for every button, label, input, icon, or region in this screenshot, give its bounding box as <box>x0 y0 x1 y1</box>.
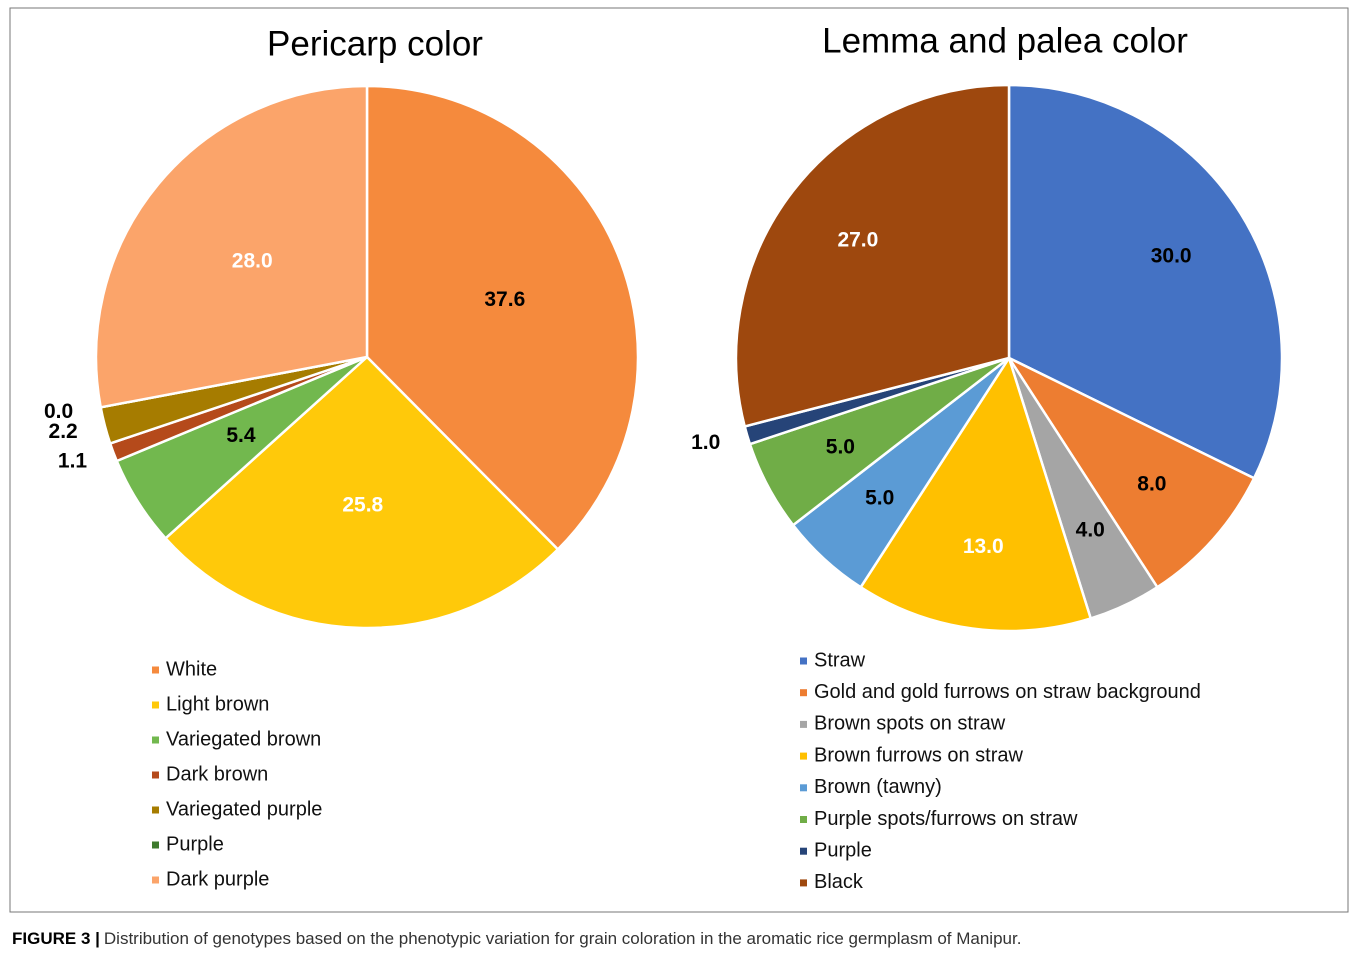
legend-label: Gold and gold furrows on straw backgroun… <box>814 681 1201 703</box>
legend-swatch <box>152 736 159 744</box>
legend-swatch <box>152 806 159 814</box>
value-label: 30.0 <box>1151 244 1192 267</box>
legend-label: Purple <box>814 839 872 861</box>
legend-swatch <box>800 879 807 887</box>
value-label: 27.0 <box>837 229 878 252</box>
caption-label: FIGURE 3 | <box>12 929 100 948</box>
legend-swatch <box>800 657 807 665</box>
value-label: 13.0 <box>963 535 1004 558</box>
pie-slice <box>858 355 1093 633</box>
value-label: 0.0 <box>44 400 73 423</box>
pie-slice <box>734 83 1011 428</box>
value-label: 4.0 <box>1076 519 1105 542</box>
legend-swatch <box>800 689 807 697</box>
legend-label: Dark brown <box>166 763 268 785</box>
legend-label: Variegated brown <box>166 728 321 750</box>
legend-label: White <box>166 658 217 680</box>
value-label: 28.0 <box>232 249 273 272</box>
legend-swatch <box>800 752 807 760</box>
legend-swatch <box>152 701 159 709</box>
caption: FIGURE 3 | Distribution of genotypes base… <box>12 929 1021 948</box>
chart-title: Lemma and palea color <box>822 21 1188 60</box>
pie-slice <box>365 84 640 552</box>
legend-swatch <box>800 847 807 855</box>
legend-label: Straw <box>814 649 866 671</box>
value-label: 5.0 <box>865 486 894 509</box>
legend-label: Purple <box>166 833 224 855</box>
legend-label: Variegated purple <box>166 798 322 820</box>
value-label: 37.6 <box>484 288 525 311</box>
legend-swatch <box>800 720 807 728</box>
caption-text: Distribution of genotypes based on the p… <box>104 929 1022 948</box>
legend-label: Purple spots/furrows on straw <box>814 808 1078 830</box>
legend-label: Light brown <box>166 693 269 715</box>
legend-label: Brown spots on straw <box>814 713 1006 735</box>
legend-swatch <box>152 876 159 884</box>
legend-swatch <box>152 771 159 779</box>
pie-slice <box>1005 354 1256 589</box>
chart-title: Pericarp color <box>267 24 483 63</box>
legend-swatch <box>800 784 807 792</box>
value-label: 2.2 <box>49 420 78 443</box>
value-label: 5.4 <box>226 424 256 447</box>
legend-label: Dark purple <box>166 868 269 890</box>
value-label: 8.0 <box>1137 472 1166 495</box>
value-label: 25.8 <box>342 494 383 517</box>
legend-swatch <box>152 841 159 849</box>
value-label: 1.1 <box>58 450 88 473</box>
legend-label: Brown furrows on straw <box>814 744 1024 766</box>
pie-slice <box>94 84 369 409</box>
legend-label: Brown (tawny) <box>814 776 942 798</box>
pie-slice <box>1007 83 1284 480</box>
value-label: 1.0 <box>691 431 720 454</box>
pie-slice <box>163 355 560 630</box>
value-label: 5.0 <box>826 435 855 458</box>
legend-swatch <box>800 816 807 823</box>
legend-swatch <box>152 666 159 674</box>
figure-border <box>9 7 1349 913</box>
legend-label: Black <box>814 871 864 893</box>
